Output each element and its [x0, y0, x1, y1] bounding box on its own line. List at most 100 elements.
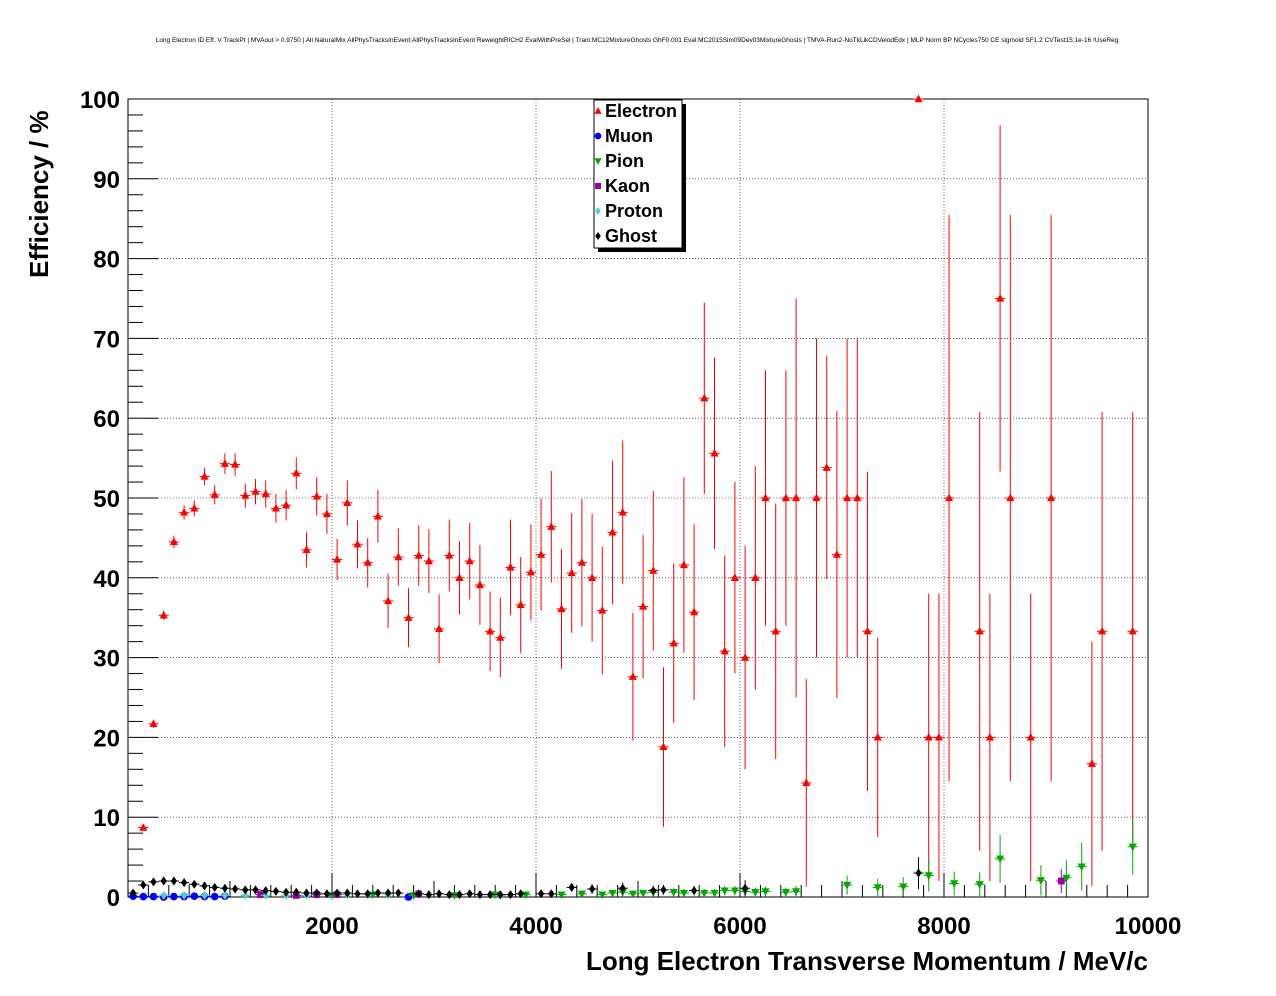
data-point-electron: [556, 549, 567, 669]
data-point-electron: [454, 541, 465, 615]
marker-electron: [669, 638, 678, 647]
data-point-electron: [852, 338, 863, 658]
marker-electron: [588, 573, 597, 581]
marker-pion: [924, 872, 933, 880]
data-point-proton: [240, 890, 251, 900]
data-point-muon: [209, 892, 220, 901]
marker-ghost: [568, 882, 575, 892]
data-point-ghost: [332, 888, 343, 898]
marker-electron: [863, 626, 872, 635]
y-tick-label: 80: [93, 247, 120, 274]
data-point-muon: [168, 892, 179, 901]
data-point-electron: [760, 370, 771, 626]
marker-electron: [251, 487, 260, 495]
marker-electron: [771, 626, 780, 635]
marker-pion: [679, 889, 688, 898]
data-point-ghost: [219, 883, 230, 893]
data-point-electron: [546, 470, 557, 583]
data-point-electron: [587, 513, 598, 642]
data-point-ghost: [423, 890, 434, 900]
legend-label-muon: Muon: [605, 126, 653, 146]
data-point-electron: [791, 298, 802, 698]
legend-label-proton: Proton: [605, 201, 663, 221]
marker-ghost: [548, 889, 555, 899]
data-point-ghost: [342, 888, 353, 898]
y-axis-title: Efficiency / %: [24, 110, 54, 278]
data-point-ghost: [689, 885, 700, 896]
x-axis-title: Long Electron Transverse Momentum / MeV/…: [586, 946, 1148, 976]
marker-ghost: [344, 888, 351, 898]
data-point-electron: [770, 503, 781, 759]
marker-electron: [679, 560, 688, 569]
data-point-proton: [199, 890, 210, 900]
marker-ghost: [129, 888, 137, 898]
marker-pion: [720, 887, 729, 896]
marker-electron: [1128, 626, 1137, 635]
data-point-muon: [189, 892, 200, 901]
data-point-electron: [974, 411, 985, 851]
marker-ghost: [180, 878, 188, 888]
data-point-electron: [383, 573, 394, 629]
marker-ghost: [140, 880, 147, 890]
marker-ghost: [272, 886, 280, 896]
marker-pion: [669, 889, 678, 897]
marker-electron: [220, 459, 229, 467]
series-ghost: [128, 857, 924, 900]
legend-marker-kaon: [595, 183, 601, 189]
data-point-pion: [995, 834, 1006, 883]
marker-electron: [486, 626, 495, 635]
marker-electron: [496, 633, 505, 641]
data-point-pion: [750, 887, 761, 897]
legend-item-muon: Muon: [594, 126, 653, 146]
marker-pion: [781, 889, 790, 897]
marker-electron: [720, 646, 729, 655]
marker-pion: [1077, 863, 1086, 872]
marker-ghost: [231, 884, 239, 894]
data-point-electron: [607, 460, 618, 605]
marker-electron: [751, 573, 760, 581]
marker-proton: [221, 890, 229, 900]
data-point-electron: [199, 467, 210, 486]
marker-ghost: [507, 890, 514, 900]
data-point-proton: [179, 890, 190, 900]
legend-label-ghost: Ghost: [605, 226, 657, 246]
y-tick-label: 0: [107, 885, 120, 912]
data-point-electron: [536, 498, 547, 611]
data-point-ghost: [128, 888, 139, 898]
data-point-pion: [607, 889, 618, 898]
data-point-ghost: [352, 889, 363, 899]
marker-electron: [618, 507, 627, 516]
marker-electron: [363, 558, 372, 566]
data-point-electron: [862, 471, 873, 791]
data-point-electron: [984, 593, 995, 882]
data-point-pion: [949, 871, 960, 896]
legend-marker-electron: [594, 107, 602, 114]
data-point-electron: [423, 529, 434, 593]
marker-electron: [537, 550, 546, 558]
legend-marker-muon: [594, 132, 602, 140]
data-point-electron: [668, 563, 679, 724]
marker-electron: [822, 463, 831, 471]
marker-electron: [690, 607, 699, 616]
marker-electron: [404, 613, 413, 621]
data-point-ghost: [321, 889, 332, 899]
data-point-electron: [240, 483, 251, 508]
marker-ghost: [650, 886, 657, 896]
data-point-ghost: [250, 885, 261, 895]
data-point-ghost: [648, 885, 659, 896]
marker-pion: [761, 888, 770, 896]
legend-item-pion: Pion: [594, 151, 644, 171]
marker-electron: [812, 493, 821, 502]
data-point-ghost: [444, 890, 455, 900]
data-point-electron: [689, 524, 700, 700]
data-point-electron: [444, 519, 455, 592]
data-point-pion: [1076, 842, 1087, 891]
marker-ghost: [690, 886, 698, 896]
data-point-ghost: [393, 888, 404, 898]
data-point-electron: [362, 537, 373, 588]
data-point-ghost: [291, 887, 302, 897]
legend-item-proton: Proton: [595, 201, 663, 221]
marker-electron: [761, 493, 770, 502]
marker-proton: [201, 890, 208, 900]
data-point-ghost: [413, 889, 424, 899]
